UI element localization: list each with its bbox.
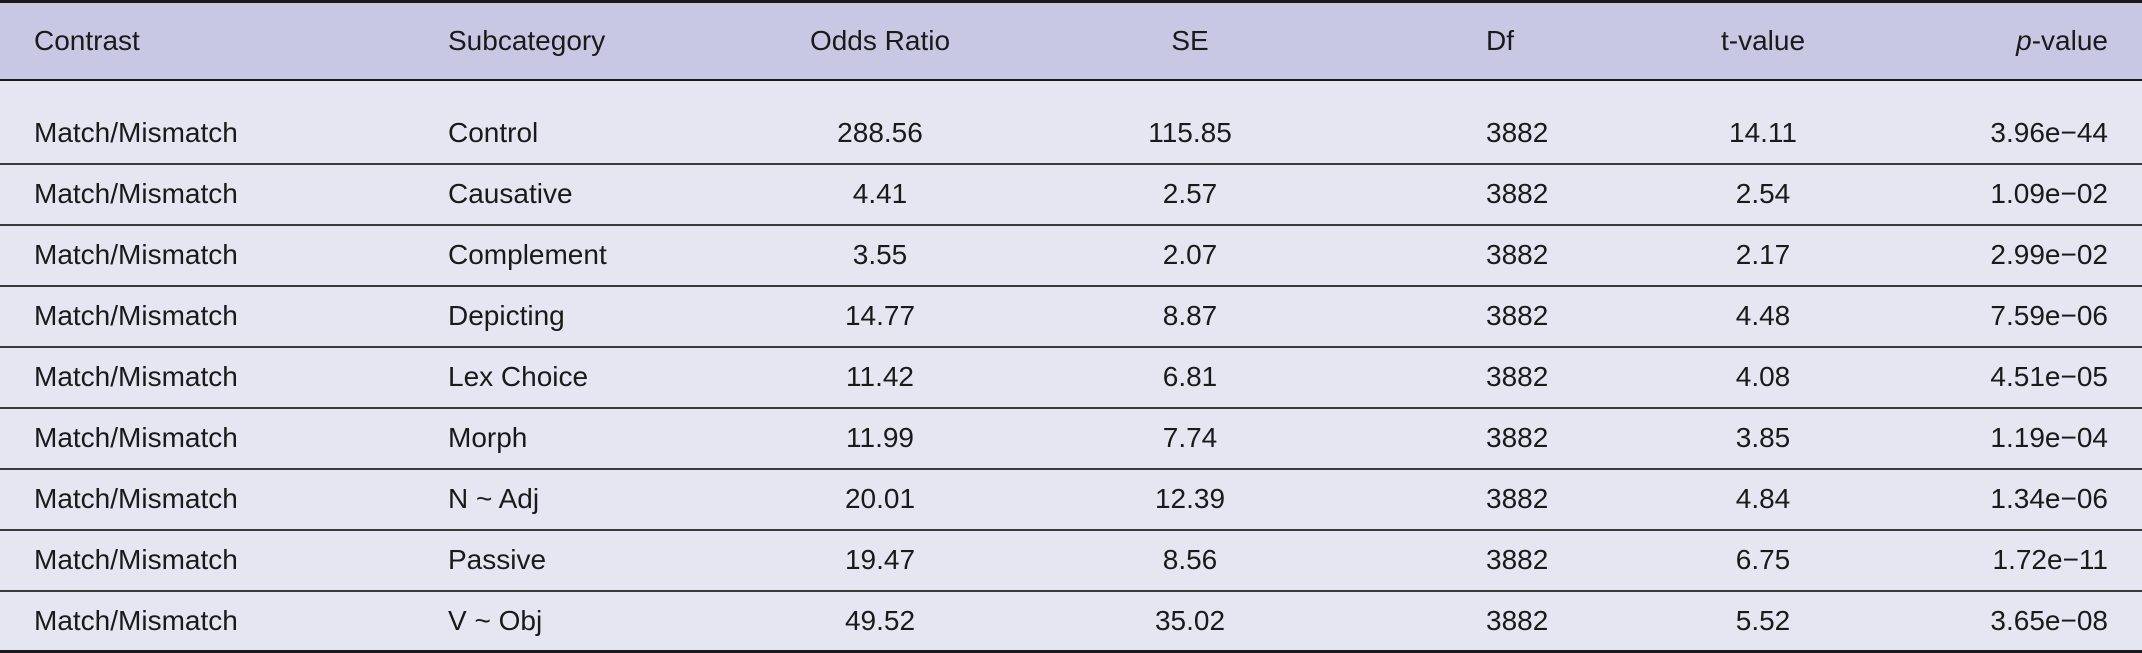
cell-se: 6.81	[1018, 346, 1362, 409]
cell-se: 2.57	[1018, 163, 1362, 226]
cell-df: 3882	[1362, 407, 1628, 470]
table-row: Match/Mismatch V ~ Obj 49.52 35.02 3882 5.52 3…	[0, 590, 2142, 653]
cell-p-value: 1.72e−11	[1898, 529, 2142, 592]
cell-df: 3882	[1362, 346, 1628, 409]
header-t-value: t-value	[1628, 0, 1898, 81]
table-row: Match/Mismatch N ~ Adj 20.01 12.39 3882 4.84 1…	[0, 468, 2142, 531]
cell-contrast: Match/Mismatch	[0, 163, 442, 226]
cell-df: 3882	[1362, 468, 1628, 531]
cell-subcategory: V ~ Obj	[442, 590, 742, 653]
cell-df: 3882	[1362, 590, 1628, 653]
cell-p-value: 1.09e−02	[1898, 163, 2142, 226]
cell-se: 7.74	[1018, 407, 1362, 470]
cell-contrast: Match/Mismatch	[0, 346, 442, 409]
header-df: Df	[1362, 0, 1628, 81]
cell-subcategory: Depicting	[442, 285, 742, 348]
cell-df: 3882	[1362, 529, 1628, 592]
cell-t-value: 2.54	[1628, 163, 1898, 226]
cell-odds-ratio: 49.52	[742, 590, 1018, 653]
header-contrast: Contrast	[0, 0, 442, 81]
cell-contrast: Match/Mismatch	[0, 468, 442, 531]
cell-se: 115.85	[1018, 79, 1362, 165]
cell-odds-ratio: 20.01	[742, 468, 1018, 531]
cell-se: 8.56	[1018, 529, 1362, 592]
cell-contrast: Match/Mismatch	[0, 79, 442, 165]
cell-p-value: 3.96e−44	[1898, 79, 2142, 165]
cell-odds-ratio: 19.47	[742, 529, 1018, 592]
table-row: Match/Mismatch Lex Choice 11.42 6.81 3882 4.0…	[0, 346, 2142, 409]
cell-subcategory: N ~ Adj	[442, 468, 742, 531]
cell-odds-ratio: 288.56	[742, 79, 1018, 165]
cell-t-value: 2.17	[1628, 224, 1898, 287]
header-p-italic: p	[2016, 24, 2032, 56]
cell-odds-ratio: 14.77	[742, 285, 1018, 348]
table-row: Match/Mismatch Passive 19.47 8.56 3882 6.75 1.…	[0, 529, 2142, 592]
cell-t-value: 4.48	[1628, 285, 1898, 348]
cell-t-value: 6.75	[1628, 529, 1898, 592]
cell-df: 3882	[1362, 79, 1628, 165]
cell-odds-ratio: 3.55	[742, 224, 1018, 287]
header-odds-ratio: Odds Ratio	[742, 0, 1018, 81]
header-se: SE	[1018, 0, 1362, 81]
cell-p-value: 1.34e−06	[1898, 468, 2142, 531]
cell-df: 3882	[1362, 163, 1628, 226]
cell-subcategory: Causative	[442, 163, 742, 226]
cell-p-value: 2.99e−02	[1898, 224, 2142, 287]
cell-se: 8.87	[1018, 285, 1362, 348]
cell-contrast: Match/Mismatch	[0, 224, 442, 287]
cell-p-value: 3.65e−08	[1898, 590, 2142, 653]
header-p-value: p-value	[1898, 0, 2142, 81]
cell-t-value: 14.11	[1628, 79, 1898, 165]
cell-se: 12.39	[1018, 468, 1362, 531]
cell-subcategory: Control	[442, 79, 742, 165]
header-subcategory: Subcategory	[442, 0, 742, 81]
table-row: Match/Mismatch Causative 4.41 2.57 3882 2.54 1…	[0, 163, 2142, 226]
cell-t-value: 4.84	[1628, 468, 1898, 531]
header-row: Contrast Subcategory Odds Ratio SE Df t-…	[0, 0, 2142, 81]
cell-se: 35.02	[1018, 590, 1362, 653]
cell-contrast: Match/Mismatch	[0, 590, 442, 653]
cell-t-value: 5.52	[1628, 590, 1898, 653]
cell-contrast: Match/Mismatch	[0, 529, 442, 592]
table-body: Match/Mismatch Control 288.56 115.85 3882 14.…	[0, 79, 2142, 653]
table-row: Match/Mismatch Control 288.56 115.85 3882 14.…	[0, 79, 2142, 165]
cell-contrast: Match/Mismatch	[0, 407, 442, 470]
cell-t-value: 3.85	[1628, 407, 1898, 470]
table-row: Match/Mismatch Morph 11.99 7.74 3882 3.85 1.19…	[0, 407, 2142, 470]
cell-contrast: Match/Mismatch	[0, 285, 442, 348]
cell-odds-ratio: 11.42	[742, 346, 1018, 409]
table-row: Match/Mismatch Complement 3.55 2.07 3882 2.17…	[0, 224, 2142, 287]
cell-subcategory: Morph	[442, 407, 742, 470]
cell-subcategory: Passive	[442, 529, 742, 592]
cell-t-value: 4.08	[1628, 346, 1898, 409]
cell-odds-ratio: 4.41	[742, 163, 1018, 226]
table-row: Match/Mismatch Depicting 14.77 8.87 3882 4.48…	[0, 285, 2142, 348]
cell-subcategory: Complement	[442, 224, 742, 287]
cell-df: 3882	[1362, 285, 1628, 348]
cell-se: 2.07	[1018, 224, 1362, 287]
cell-odds-ratio: 11.99	[742, 407, 1018, 470]
cell-p-value: 7.59e−06	[1898, 285, 2142, 348]
cell-p-value: 1.19e−04	[1898, 407, 2142, 470]
cell-subcategory: Lex Choice	[442, 346, 742, 409]
cell-p-value: 4.51e−05	[1898, 346, 2142, 409]
header-p-rest: -value	[2031, 24, 2108, 56]
cell-df: 3882	[1362, 224, 1628, 287]
